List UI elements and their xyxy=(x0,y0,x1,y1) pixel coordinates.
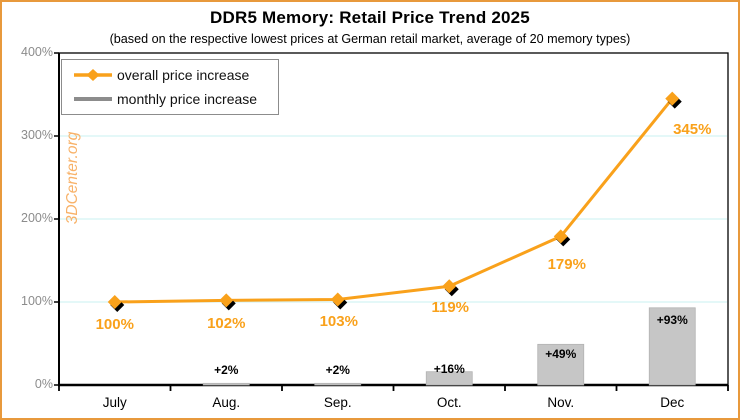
data-point-marker xyxy=(330,292,345,307)
legend-label-monthly: monthly price increase xyxy=(117,90,258,107)
x-axis-label: Aug. xyxy=(212,395,241,410)
y-axis-label: 200% xyxy=(21,211,53,225)
y-axis-label: 0% xyxy=(34,377,53,391)
point-value-label: 100% xyxy=(95,316,134,333)
bar-monthly-increase xyxy=(537,343,585,386)
bar-monthly-increase xyxy=(425,371,473,386)
bar-monthly-increase xyxy=(648,307,696,386)
legend-item-monthly: monthly price increase xyxy=(73,91,278,107)
point-value-label: 179% xyxy=(547,256,586,274)
x-axis-label: Oct. xyxy=(436,395,462,410)
chart-title: DDR5 Memory: Retail Price Trend 2025 xyxy=(210,8,530,27)
x-axis-label: Sep. xyxy=(323,395,352,410)
y-axis-label: 100% xyxy=(21,294,53,308)
data-point-marker xyxy=(107,295,122,309)
point-value-label: 103% xyxy=(319,312,358,330)
bar-monthly-increase xyxy=(202,382,250,386)
data-point-marker xyxy=(219,293,234,308)
diamond-line-icon xyxy=(74,69,112,82)
chart-subtitle: (based on the respective lowest prices a… xyxy=(109,32,631,46)
legend-item-overall: overall price increase xyxy=(73,67,278,83)
line-icon xyxy=(74,96,112,101)
y-axis-label: 400% xyxy=(21,45,53,59)
data-point-marker xyxy=(442,279,457,294)
x-axis-label: Nov. xyxy=(547,395,575,410)
bar-monthly-increase xyxy=(314,382,362,386)
point-value-label: 345% xyxy=(673,120,712,138)
y-axis-label: 300% xyxy=(21,128,53,142)
data-point-marker xyxy=(665,91,680,106)
watermark: 3DCenter.org xyxy=(64,131,81,225)
bar-value-label: +93% xyxy=(656,313,688,327)
data-point-marker xyxy=(553,229,568,244)
point-value-label: 102% xyxy=(207,315,246,333)
legend: overall price increase monthly price inc… xyxy=(61,59,279,115)
price-line xyxy=(114,97,674,304)
bar-value-label: +16% xyxy=(433,362,465,376)
x-axis-label: July xyxy=(102,395,127,410)
legend-label-overall: overall price increase xyxy=(117,67,250,84)
x-axis-label: Dec xyxy=(660,395,685,410)
bar-value-label: +49% xyxy=(545,347,577,361)
point-value-label: 119% xyxy=(431,299,470,317)
bar-value-label: +2% xyxy=(325,363,350,377)
bar-value-label: +2% xyxy=(214,363,239,377)
